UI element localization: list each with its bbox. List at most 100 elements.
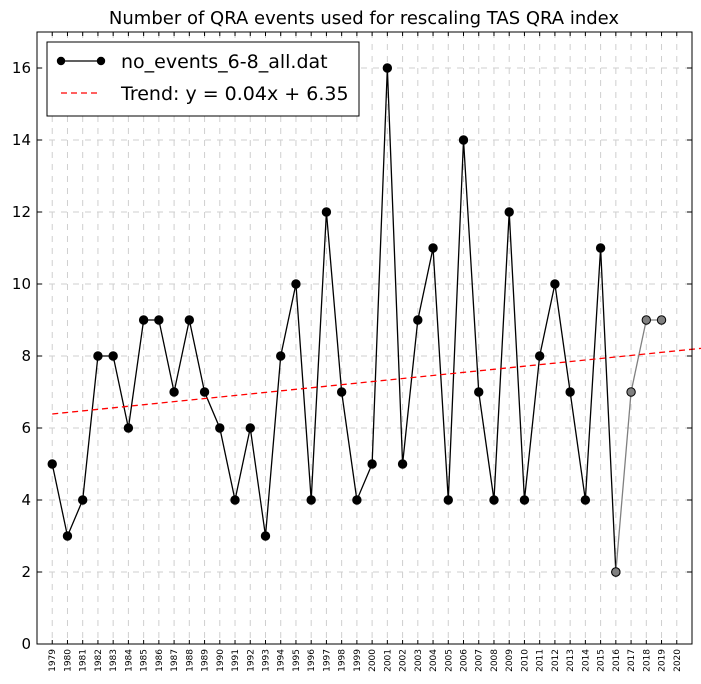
data-point bbox=[443, 495, 453, 505]
legend-marker bbox=[56, 56, 66, 66]
x-tick-label: 2013 bbox=[566, 649, 576, 672]
data-point bbox=[611, 567, 621, 577]
x-tick-label: 1986 bbox=[155, 649, 165, 672]
data-point bbox=[260, 531, 271, 541]
x-tick-label: 2014 bbox=[581, 649, 591, 672]
data-point bbox=[77, 495, 88, 505]
data-point bbox=[47, 459, 57, 469]
x-tick-label: 1984 bbox=[124, 649, 134, 672]
data-point bbox=[336, 387, 347, 397]
x-tick-label: 2008 bbox=[490, 649, 500, 672]
data-point bbox=[626, 387, 636, 397]
data-point bbox=[93, 351, 103, 361]
data-point bbox=[565, 387, 575, 397]
y-tick-label: 2 bbox=[21, 563, 31, 581]
data-point bbox=[108, 351, 118, 361]
data-point bbox=[215, 423, 225, 433]
data-point bbox=[580, 495, 591, 505]
x-tick-label: 1994 bbox=[277, 649, 287, 672]
x-tick-label: 2001 bbox=[383, 649, 393, 672]
data-point bbox=[154, 315, 164, 325]
x-tick-label: 2016 bbox=[612, 649, 622, 672]
legend: no_events_6-8_all.dat Trend: y = 0.04x + … bbox=[46, 41, 360, 117]
legend-label: Trend: y = 0.04x + 6.35 bbox=[120, 83, 349, 105]
data-point bbox=[245, 423, 255, 433]
data-point bbox=[489, 495, 499, 505]
data-point bbox=[413, 315, 423, 325]
x-tick-label: 2002 bbox=[399, 649, 409, 672]
x-tick-label: 1979 bbox=[48, 649, 58, 672]
data-point bbox=[458, 135, 469, 145]
x-tick-label: 1981 bbox=[79, 649, 89, 672]
data-point bbox=[595, 243, 606, 253]
data-point bbox=[184, 315, 195, 325]
series-1 bbox=[611, 315, 667, 577]
x-tick-label: 2006 bbox=[460, 649, 470, 672]
data-point bbox=[199, 387, 210, 397]
x-tick-label: 1992 bbox=[246, 649, 256, 672]
chart-title: Number of QRA events used for rescaling … bbox=[109, 8, 620, 29]
legend-box bbox=[46, 41, 360, 117]
x-tick-label: 2020 bbox=[673, 649, 683, 672]
series-line bbox=[615, 319, 662, 573]
series-0 bbox=[47, 63, 621, 577]
grid bbox=[37, 32, 692, 644]
data-point bbox=[291, 279, 301, 289]
legend-label: no_events_6-8_all.dat bbox=[121, 51, 328, 73]
x-tick-label: 2012 bbox=[551, 649, 561, 672]
y-tick-label: 0 bbox=[21, 635, 31, 653]
data-point bbox=[138, 315, 149, 325]
data-point bbox=[474, 387, 484, 397]
data-point bbox=[519, 495, 530, 505]
y-tick-label: 16 bbox=[12, 59, 31, 77]
y-tick-label: 6 bbox=[21, 419, 31, 437]
x-axis: 1979 1980 1981 1982 1983 1984 1985 1986 1987 1988… bbox=[48, 32, 683, 672]
x-tick-label: 1990 bbox=[216, 649, 226, 672]
y-tick-label: 10 bbox=[12, 275, 31, 293]
x-tick-label: 1987 bbox=[170, 649, 180, 672]
x-tick-label: 2010 bbox=[520, 649, 530, 672]
x-tick-label: 2009 bbox=[505, 649, 515, 672]
x-tick-label: 1996 bbox=[307, 649, 317, 672]
legend-entry: Trend: y = 0.04x + 6.35 bbox=[61, 83, 349, 105]
y-tick-label: 8 bbox=[21, 347, 31, 365]
x-tick-label: 1988 bbox=[185, 649, 195, 672]
legend-entry: no_events_6-8_all.dat bbox=[56, 51, 328, 73]
x-tick-label: 2005 bbox=[444, 649, 454, 672]
x-tick-label: 2018 bbox=[642, 649, 652, 672]
data-point bbox=[550, 279, 560, 289]
data-point bbox=[306, 495, 316, 505]
y-tick-label: 4 bbox=[21, 491, 31, 509]
data-point bbox=[123, 423, 134, 433]
data-point bbox=[534, 351, 545, 361]
x-tick-label: 1991 bbox=[231, 649, 241, 672]
y-tick-label: 12 bbox=[12, 203, 31, 221]
x-tick-label: 2017 bbox=[627, 649, 637, 672]
x-tick-label: 2007 bbox=[475, 649, 485, 672]
data-point bbox=[321, 207, 332, 217]
x-tick-label: 1989 bbox=[201, 649, 211, 672]
x-tick-label: 1993 bbox=[261, 649, 271, 672]
x-tick-label: 1999 bbox=[353, 649, 363, 672]
data-point bbox=[62, 531, 73, 541]
x-tick-label: 1982 bbox=[94, 649, 104, 672]
x-tick-label: 1997 bbox=[322, 649, 332, 672]
series-line bbox=[51, 67, 617, 573]
x-tick-label: 2004 bbox=[429, 649, 439, 672]
data-point bbox=[169, 387, 179, 397]
data-point bbox=[428, 243, 438, 253]
data-point bbox=[352, 495, 362, 505]
x-tick-label: 2019 bbox=[658, 649, 668, 672]
series-layer bbox=[47, 63, 701, 577]
data-point bbox=[397, 459, 408, 469]
data-point bbox=[276, 351, 286, 361]
x-tick-label: 2000 bbox=[368, 649, 378, 672]
data-point bbox=[656, 315, 667, 325]
x-tick-label: 2011 bbox=[536, 649, 546, 672]
data-point bbox=[230, 495, 240, 505]
plot-area-frame bbox=[36, 31, 693, 645]
x-tick-label: 1998 bbox=[338, 649, 348, 672]
data-point bbox=[382, 63, 393, 73]
